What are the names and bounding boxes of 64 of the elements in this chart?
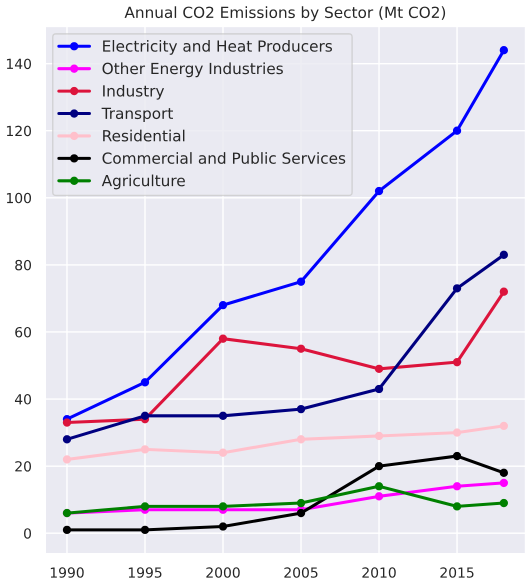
point [500,250,508,259]
point [500,288,508,296]
point [62,455,72,464]
point [296,344,306,353]
point [140,412,150,420]
point [296,404,306,414]
legend-label: Electricity and Heat Producers [103,40,332,55]
point [452,482,462,490]
x-tick-label: 2010 [362,567,396,578]
y-tick-label: 140 [6,58,32,70]
point [374,432,384,440]
point [296,435,306,444]
y-tick-label: 60 [15,326,32,338]
legend-label: Other Energy Industries [102,62,283,78]
point [218,334,228,343]
point [374,462,384,470]
point [500,46,508,54]
point [140,445,150,454]
point [374,492,384,500]
chart-title: Annual CO2 Emissions by Sector (Mt CO2) [124,6,446,22]
point [218,522,228,531]
point [62,435,72,444]
legend-label: Residential [103,130,184,142]
point [452,428,462,437]
point [500,468,508,478]
point [218,502,228,511]
point [296,277,306,286]
y-tick-label: 120 [6,126,32,136]
point [140,526,150,534]
point [452,502,462,511]
point [374,186,384,196]
y-tick-label: 100 [6,192,32,204]
point [500,498,508,508]
point [452,284,462,293]
point [374,384,384,394]
point [296,508,306,518]
point [374,482,384,490]
x-tick-label: 2000 [206,567,240,578]
point [140,378,150,386]
x-tick-label: 1990 [50,567,84,578]
point [452,452,462,460]
x-tick-label: 2005 [284,567,318,578]
point [296,498,306,508]
point [218,448,228,457]
y-tick-label: 80 [15,260,32,270]
y-tick-label: 0 [24,528,32,539]
x-tick-label: 2015 [440,567,474,578]
legend-label: Industry [103,84,164,100]
point [140,502,150,511]
y-tick-label: 40 [14,394,32,405]
point [500,422,508,430]
point [452,126,462,135]
point [62,418,72,427]
point [62,526,72,534]
point [500,478,508,488]
x-tick-label: 1995 [128,567,162,578]
point [218,412,228,420]
point [452,358,462,366]
legend-label: Transport [102,108,173,122]
point [218,300,228,310]
point [374,364,384,374]
y-tick-label: 20 [15,461,32,472]
legend-label: Commercial and Public Services [102,152,346,164]
legend-label: Agriculture [102,174,185,190]
